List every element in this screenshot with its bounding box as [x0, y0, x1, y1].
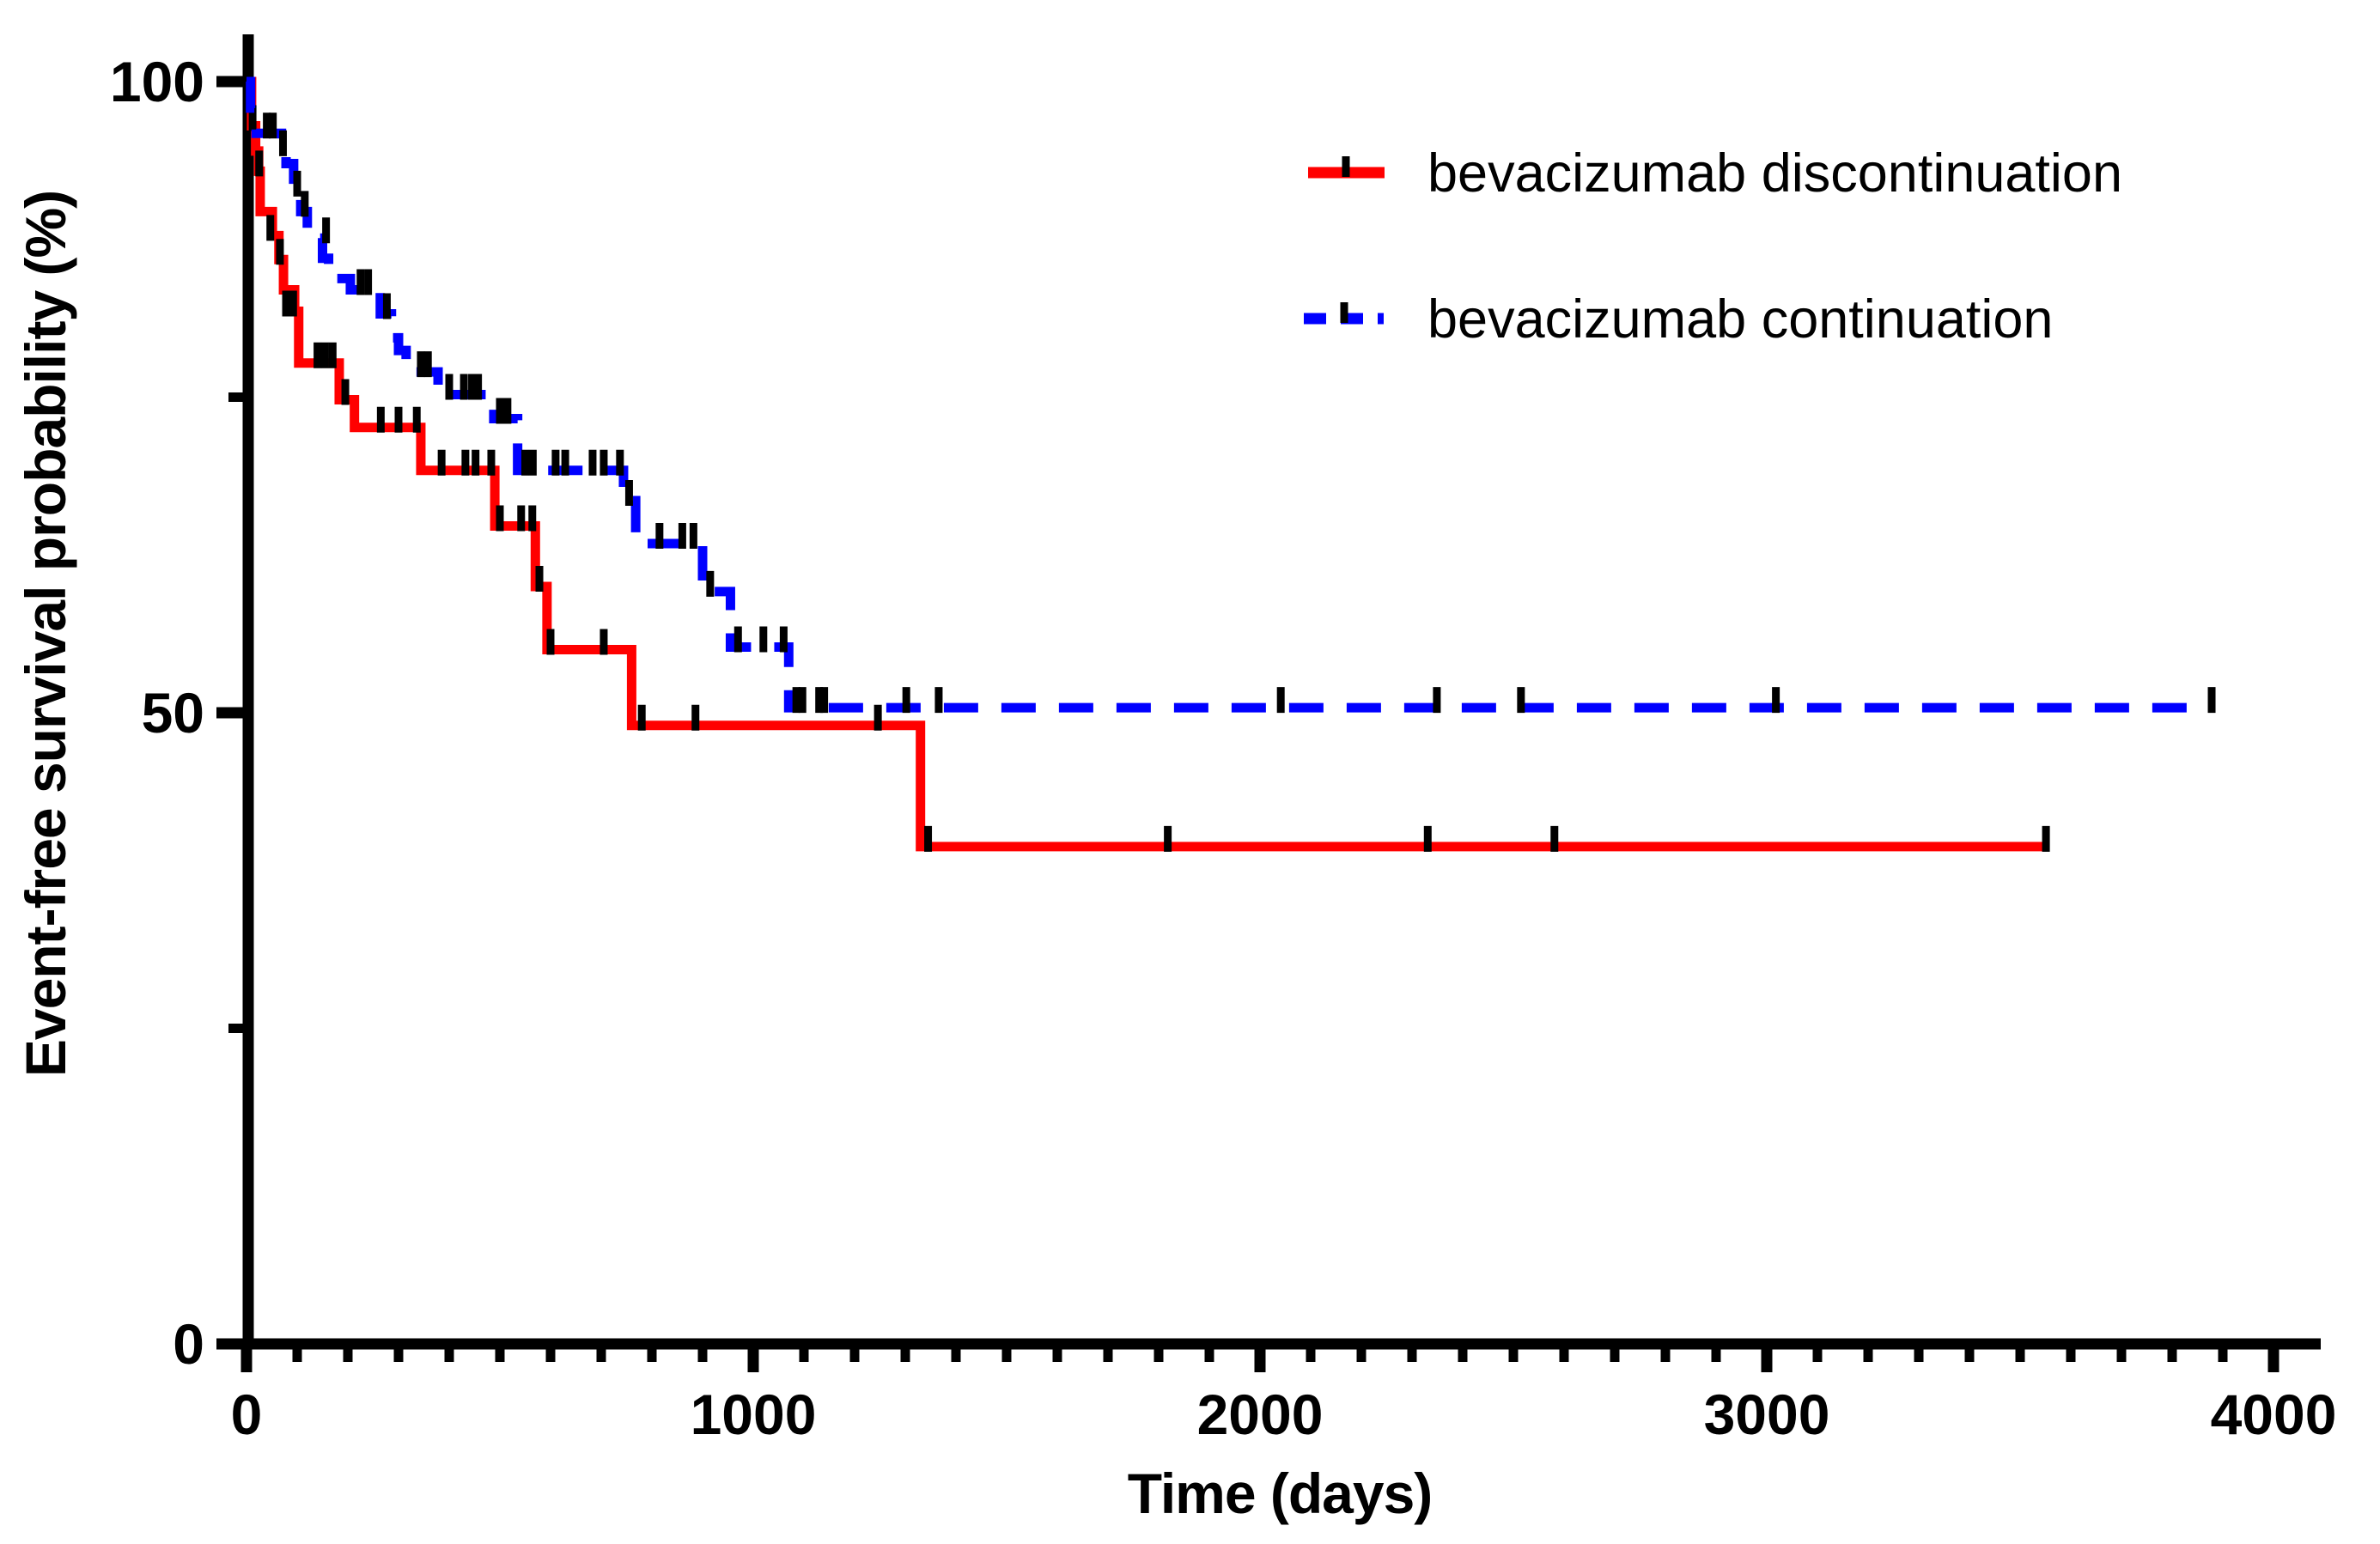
x-tick-label: 4000: [2211, 1383, 2337, 1446]
survival-curve: [246, 76, 2213, 713]
y-axis: [216, 34, 254, 1350]
x-tick-label: 3000: [1704, 1383, 1830, 1446]
y-tick-label: 0: [173, 1312, 204, 1376]
legend: bevacizumab discontinuation bevacizumab …: [1304, 143, 2122, 350]
x-axis: [240, 1338, 2321, 1372]
y-axis-tick-labels: 0 50 100: [110, 50, 204, 1376]
x-tick-label: 2000: [1197, 1383, 1324, 1446]
legend-label-discontinuation: bevacizumab discontinuation: [1427, 143, 2122, 204]
legend-item-continuation: bevacizumab continuation: [1304, 289, 2053, 350]
y-axis-title: Event-free survival probability (%): [14, 191, 77, 1077]
series-bevacizumab-continuation: [246, 76, 2216, 714]
y-tick-label: 100: [110, 50, 204, 113]
x-tick-label: 1000: [691, 1383, 817, 1446]
y-tick-label: 50: [142, 681, 204, 745]
legend-label-continuation: bevacizumab continuation: [1427, 289, 2053, 350]
x-axis-tick-labels: 0 1000 2000 3000 4000: [231, 1383, 2337, 1446]
x-tick-label: 0: [231, 1383, 263, 1446]
series-bevacizumab-discontinuation: [247, 76, 2050, 852]
legend-item-discontinuation: bevacizumab discontinuation: [1308, 143, 2122, 204]
x-axis-title: Time (days): [1128, 1462, 1433, 1525]
